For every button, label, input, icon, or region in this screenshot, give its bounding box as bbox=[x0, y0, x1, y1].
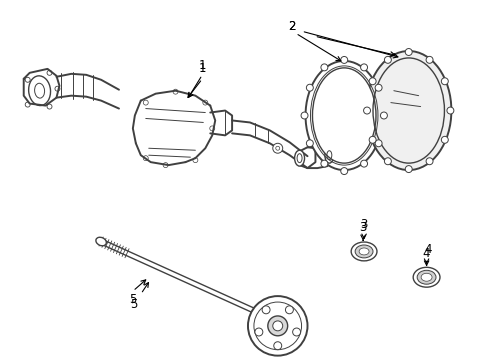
Circle shape bbox=[340, 168, 347, 175]
Circle shape bbox=[360, 160, 367, 167]
Ellipse shape bbox=[324, 147, 333, 163]
Circle shape bbox=[368, 78, 375, 85]
Circle shape bbox=[340, 57, 347, 63]
Circle shape bbox=[384, 158, 390, 165]
Ellipse shape bbox=[420, 273, 431, 281]
Circle shape bbox=[247, 296, 307, 356]
Circle shape bbox=[273, 342, 281, 350]
Circle shape bbox=[272, 321, 282, 331]
Text: 5: 5 bbox=[130, 297, 137, 311]
Circle shape bbox=[267, 316, 287, 336]
Circle shape bbox=[363, 107, 370, 114]
Ellipse shape bbox=[358, 248, 368, 255]
Ellipse shape bbox=[96, 237, 106, 246]
Ellipse shape bbox=[366, 51, 450, 170]
Text: 3: 3 bbox=[360, 218, 367, 231]
Circle shape bbox=[405, 166, 411, 172]
Circle shape bbox=[425, 158, 432, 165]
Text: 2: 2 bbox=[287, 20, 295, 33]
Circle shape bbox=[306, 84, 313, 91]
Circle shape bbox=[441, 136, 447, 143]
Circle shape bbox=[320, 64, 327, 71]
Ellipse shape bbox=[412, 267, 439, 287]
Circle shape bbox=[320, 160, 327, 167]
Circle shape bbox=[360, 64, 367, 71]
Text: 2: 2 bbox=[287, 20, 295, 33]
Circle shape bbox=[306, 140, 313, 147]
Circle shape bbox=[254, 328, 262, 336]
Circle shape bbox=[446, 107, 453, 114]
Circle shape bbox=[285, 306, 293, 314]
Ellipse shape bbox=[350, 242, 376, 261]
Text: 4: 4 bbox=[422, 247, 429, 260]
Ellipse shape bbox=[312, 68, 375, 163]
Text: 5: 5 bbox=[129, 293, 136, 306]
Circle shape bbox=[380, 112, 386, 119]
Text: 3: 3 bbox=[359, 221, 366, 234]
Circle shape bbox=[262, 306, 269, 314]
Text: 1: 1 bbox=[198, 62, 205, 75]
Text: 4: 4 bbox=[424, 243, 431, 256]
Circle shape bbox=[292, 328, 300, 336]
Circle shape bbox=[405, 49, 411, 55]
Ellipse shape bbox=[305, 61, 382, 170]
Ellipse shape bbox=[294, 150, 304, 166]
Circle shape bbox=[301, 112, 307, 119]
Circle shape bbox=[374, 84, 381, 91]
Circle shape bbox=[384, 57, 390, 63]
Ellipse shape bbox=[416, 270, 435, 284]
Circle shape bbox=[425, 57, 432, 63]
Circle shape bbox=[441, 78, 447, 85]
Text: 1: 1 bbox=[198, 59, 205, 72]
Circle shape bbox=[368, 136, 375, 143]
Ellipse shape bbox=[354, 245, 372, 258]
Circle shape bbox=[272, 143, 282, 153]
Circle shape bbox=[374, 140, 381, 147]
